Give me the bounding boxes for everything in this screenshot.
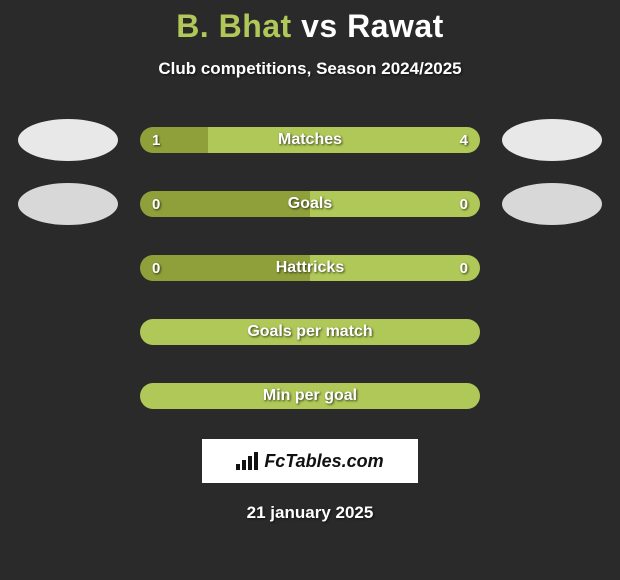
stat-row: 00Hattricks: [0, 247, 620, 289]
stat-row: Goals per match: [0, 311, 620, 353]
footer-logo-text: FcTables.com: [264, 451, 383, 472]
bar-label: Min per goal: [140, 383, 480, 409]
avatar-spacer: [502, 375, 602, 417]
title-vs: vs: [301, 8, 338, 44]
stat-bar: 14Matches: [140, 127, 480, 153]
page-title: B. Bhat vs Rawat: [0, 8, 620, 45]
stat-row: 14Matches: [0, 119, 620, 161]
bar-label: Goals: [140, 191, 480, 217]
avatar-spacer: [502, 311, 602, 353]
player-avatar-right: [502, 119, 602, 161]
stat-bar: 00Hattricks: [140, 255, 480, 281]
title-player2: Rawat: [347, 8, 444, 44]
subtitle: Club competitions, Season 2024/2025: [0, 59, 620, 79]
bar-label: Hattricks: [140, 255, 480, 281]
stat-row: Min per goal: [0, 375, 620, 417]
stat-bar: Goals per match: [140, 319, 480, 345]
avatar-spacer: [18, 311, 118, 353]
stat-bar: 00Goals: [140, 191, 480, 217]
player-avatar-left: [18, 183, 118, 225]
title-player1: B. Bhat: [176, 8, 292, 44]
avatar-spacer: [18, 375, 118, 417]
bar-label: Matches: [140, 127, 480, 153]
footer-date: 21 january 2025: [0, 503, 620, 523]
stat-bar: Min per goal: [140, 383, 480, 409]
chart-icon: [236, 452, 258, 470]
stat-row: 00Goals: [0, 183, 620, 225]
player-avatar-left: [18, 119, 118, 161]
stat-bars-list: 14Matches 00Goals 00Hattricks Goals per mat…: [0, 119, 620, 417]
player-avatar-right: [502, 183, 602, 225]
bar-label: Goals per match: [140, 319, 480, 345]
avatar-spacer: [18, 247, 118, 289]
comparison-widget: B. Bhat vs Rawat Club competitions, Seas…: [0, 0, 620, 523]
avatar-spacer: [502, 247, 602, 289]
footer-logo: FcTables.com: [202, 439, 418, 483]
